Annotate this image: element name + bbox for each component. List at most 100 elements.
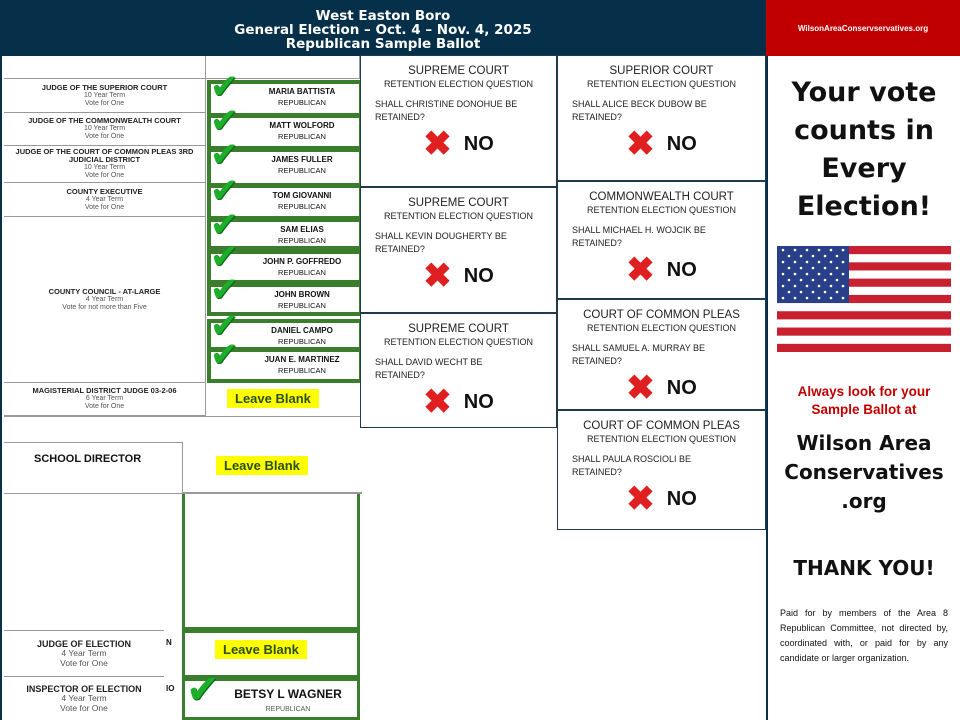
answer-no: NO <box>463 390 494 413</box>
divider <box>205 56 206 416</box>
office-label: INSPECTOR OF ELECTION 4 Year Term Vote for… <box>4 676 164 720</box>
question-type: RETENTION ELECTION QUESTION <box>586 434 736 444</box>
office-title: JUDGE OF THE COMMONWEALTH COURT <box>28 116 181 125</box>
check-mark-icon: ✔ <box>210 307 239 345</box>
office-title: JUDGE OF ELECTION <box>36 638 131 649</box>
x-mark-icon[interactable]: ✖ <box>423 125 452 163</box>
office-vote: Vote for One <box>84 133 125 140</box>
office-label: MAGISTERIAL DISTRICT JUDGE 03-2-06 6 Year… <box>4 383 205 416</box>
candidate-party: REPUBLICAN <box>278 202 326 211</box>
x-mark-icon[interactable]: ✖ <box>626 369 655 407</box>
candidate-party: REPUBLICAN <box>278 268 326 277</box>
candidate-box[interactable]: JUAN E. MARTINEZ REPUBLICAN <box>207 348 363 383</box>
answer-no: NO <box>666 132 697 155</box>
headline: Your vote counts in Every Election! <box>791 77 937 222</box>
answer-row: ✖ NO <box>361 384 556 420</box>
x-mark-icon[interactable]: ✖ <box>626 125 655 163</box>
candidate-name: JUAN E. MARTINEZ <box>264 355 340 364</box>
question-type: RETENTION ELECTION QUESTION <box>383 337 533 347</box>
ballot-header: West Easton Boro General Election – Oct.… <box>0 0 766 56</box>
look-text: Always look for your Sample Ballot at <box>797 384 931 417</box>
court-name: SUPERIOR COURT <box>609 65 714 77</box>
leave-blank-label: Leave Blank <box>215 640 307 659</box>
thank-you: THANK YOU! <box>793 556 935 580</box>
answer-row: ✖ NO <box>558 252 765 288</box>
office-title: JUDGE OF THE SUPERIOR COURT <box>41 82 168 92</box>
court-name: SUPREME COURT <box>408 197 509 209</box>
x-mark-icon[interactable]: ✖ <box>626 251 655 289</box>
question-text: SHALL CHRISTINE DONOHUE BE RETAINED? <box>375 99 518 122</box>
question-type: RETENTION ELECTION QUESTION <box>586 323 736 333</box>
candidate-party: REPUBLICAN <box>278 337 326 346</box>
office-vote: Vote for One <box>84 203 125 211</box>
candidate-name: MARIA BATTISTA <box>268 87 336 96</box>
candidate-name: MATT WOLFORD <box>269 121 335 130</box>
site-text: Wilson Area Conservatives .org <box>784 431 944 513</box>
candidate-box[interactable]: JOHN P. GOFFREDO REPUBLICAN <box>207 250 363 284</box>
retention-question: SUPREME COURT RETENTION ELECTION QUESTION… <box>360 313 557 428</box>
question-text: SHALL ALICE BECK DUBOW BE RETAINED? <box>572 99 707 122</box>
x-mark-icon[interactable]: ✖ <box>626 480 655 518</box>
office-title: INSPECTOR OF ELECTION <box>26 683 142 694</box>
office-label: COUNTY COUNCIL - AT-LARGE 4 Year Term Vote… <box>4 217 205 383</box>
candidate-box[interactable]: BETSY L WAGNER REPUBLICAN <box>182 678 360 720</box>
x-mark-icon[interactable]: ✖ <box>423 383 452 421</box>
answer-no: NO <box>666 487 697 510</box>
office-label: COUNTY EXECUTIVE 4 Year Term Vote for One <box>4 183 205 217</box>
court-name: COURT OF COMMON PLEAS <box>583 309 740 321</box>
answer-no: NO <box>666 376 697 399</box>
court-name: COURT OF COMMON PLEAS <box>583 420 740 432</box>
question-type: RETENTION ELECTION QUESTION <box>586 79 736 89</box>
candidate-party: REPUBLICAN <box>278 236 326 245</box>
right-panel: Your vote counts in Every Election! Alwa… <box>766 56 960 720</box>
question-type: RETENTION ELECTION QUESTION <box>383 211 533 221</box>
label-fragment: N <box>166 638 172 647</box>
candidate-party: REPUBLICAN <box>278 98 326 107</box>
office-vote: Vote for One <box>84 99 125 107</box>
office-label: JUDGE OF THE COURT OF COMMON PLEAS 3RD J… <box>4 146 205 183</box>
check-mark-icon: ✔ <box>210 68 239 106</box>
question-text: SHALL DAVID WECHT BE RETAINED? <box>375 357 483 380</box>
office-vote: Vote for One <box>60 702 108 713</box>
judge-election-box[interactable] <box>182 630 360 678</box>
leave-blank-label: Leave Blank <box>227 389 319 408</box>
write-in-area <box>182 494 360 630</box>
answer-no: NO <box>463 264 494 287</box>
leave-blank-label: Leave Blank <box>216 456 308 475</box>
blank-row <box>4 56 360 79</box>
office-title: MAGISTERIAL DISTRICT JUDGE 03-2-06 <box>32 386 177 395</box>
retention-question: SUPERIOR COURT RETENTION ELECTION QUESTIO… <box>557 55 766 181</box>
office-vote: Vote for One <box>60 657 108 668</box>
answer-row: ✖ NO <box>361 126 556 162</box>
office-term: 6 Year Term <box>85 395 124 402</box>
office-term: 4 Year Term <box>85 295 124 303</box>
office-term: 4 Year Term <box>61 692 107 703</box>
answer-row: ✖ NO <box>558 370 765 406</box>
answer-row: ✖ NO <box>558 481 765 517</box>
candidate-party: REPUBLICAN <box>278 132 326 141</box>
candidate-party: REPUBLICAN <box>278 301 326 310</box>
office-term: 10 Year Term <box>83 164 126 171</box>
check-mark-icon: ✔ <box>186 668 220 712</box>
ballot-left-column: JUDGE OF THE SUPERIOR COURT 10 Year Term V… <box>0 56 363 720</box>
office-vote: Vote for One <box>84 403 125 410</box>
answer-row: ✖ NO <box>558 126 765 162</box>
court-name: SUPREME COURT <box>408 65 509 77</box>
check-mark-icon: ✔ <box>210 102 239 140</box>
candidate-party: REPUBLICAN <box>278 366 326 375</box>
x-mark-icon[interactable]: ✖ <box>423 257 452 295</box>
answer-no: NO <box>666 258 697 281</box>
question-type: RETENTION ELECTION QUESTION <box>383 79 533 89</box>
office-label: JUDGE OF ELECTION 4 Year Term Vote for One <box>4 630 164 676</box>
question-text: SHALL PAULA ROSCIOLI BE RETAINED? <box>572 454 692 477</box>
check-mark-icon: ✔ <box>210 206 239 244</box>
divider <box>4 416 360 417</box>
candidate-party: REPUBLICAN <box>278 166 326 175</box>
question-text: SHALL SAMUEL A. MURRAY BE RETAINED? <box>572 343 706 366</box>
office-title: COUNTY EXECUTIVE <box>66 186 143 196</box>
check-mark-icon: ✔ <box>210 271 239 309</box>
candidate-name: BETSY L WAGNER <box>234 687 342 701</box>
question-text: SHALL KEVIN DOUGHERTY BE RETAINED? <box>375 231 507 254</box>
check-mark-icon: ✔ <box>210 172 239 210</box>
candidate-box[interactable]: SAM ELIAS REPUBLICAN <box>207 218 363 250</box>
